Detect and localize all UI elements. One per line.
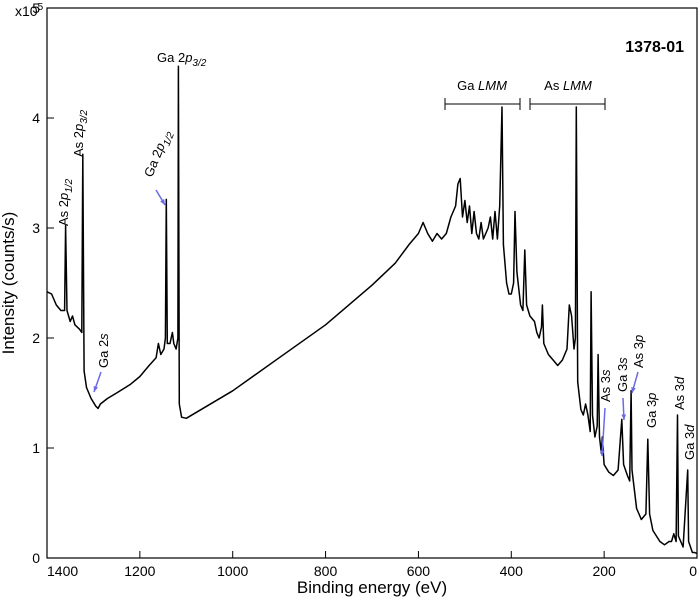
x-tick-label: 1200: [124, 563, 155, 579]
x-tick-label: 1400: [47, 563, 78, 579]
spectrum-line: [46, 65, 698, 555]
peak-label: Ga 2p1/2: [141, 127, 177, 180]
peak-label: As 3p: [631, 335, 646, 368]
peak-label-text: Ga: [457, 78, 478, 93]
peak-label-italic: d: [682, 424, 697, 432]
arrow-head: [621, 414, 627, 420]
y-tick-label: 1: [32, 440, 40, 456]
peak-label-text: As 2: [71, 131, 86, 157]
peak-label: As 3s: [598, 369, 613, 402]
peak-label: Ga 2p3/2: [157, 50, 207, 69]
peak-label: As 3d: [672, 376, 687, 410]
peak-label-italic: p: [56, 193, 71, 201]
sample-label: 1378-01: [625, 39, 684, 56]
peak-label-italic: d: [672, 376, 687, 384]
peak-label-italic: p: [71, 124, 86, 132]
x-tick-label: 600: [407, 563, 431, 579]
peak-label-text: Ga 3: [615, 364, 630, 392]
y-tick-label: 4: [32, 110, 40, 126]
peak-label: Ga 3d: [682, 424, 697, 460]
y-tick-label: 3: [32, 220, 40, 236]
arrow-head: [600, 450, 605, 456]
y-tick-label: 2: [32, 330, 40, 346]
peak-label: Ga 2s: [96, 333, 111, 368]
y-scale-text: x10: [15, 3, 38, 19]
peak-label-italic: s: [598, 369, 613, 376]
peak-label-italic: LMM: [478, 78, 507, 93]
peak-label-text: As 3: [672, 384, 687, 410]
peak-label-text: As 3: [631, 342, 646, 368]
peak-label-text: Ga 3: [644, 400, 659, 428]
arrow: [601, 407, 606, 457]
arrow-head: [160, 199, 165, 205]
x-tick-label: 0: [689, 563, 697, 579]
peak-label-italic: s: [615, 357, 630, 364]
peak-label-text: Ga 2: [157, 50, 185, 65]
y-axis-label: Intensity (counts/s): [0, 212, 18, 355]
x-tick-label: 800: [314, 563, 338, 579]
peak-label-sub: 3/2: [79, 109, 90, 123]
peak-label-italic: p: [631, 335, 646, 343]
y-scale: x105: [15, 2, 44, 19]
peak-label-italic: LMM: [563, 78, 592, 93]
peak-label-text: As: [544, 78, 563, 93]
x-tick-label: 400: [500, 563, 524, 579]
peak-label: Ga 3s: [615, 357, 630, 392]
peak-label-italic: p: [184, 50, 192, 65]
peak-label: Ga LMM: [457, 78, 507, 93]
peak-label-text: Ga 3: [682, 432, 697, 460]
peak-label: As 2p3/2: [71, 109, 90, 157]
peak-label-italic: p: [644, 393, 659, 401]
peak-label-sub: 1/2: [162, 130, 178, 147]
y-scale-exp: 5: [38, 2, 44, 13]
arrow-head: [93, 386, 99, 392]
peak-label-text: As 2: [56, 200, 71, 226]
peak-label-text: As 3: [598, 376, 613, 402]
peak-label-sub: 1/2: [64, 178, 75, 192]
brackets: [444, 98, 606, 110]
y-tick-label: 5: [32, 0, 40, 16]
arrow-head: [631, 387, 636, 393]
peak-label: As 2p1/2: [56, 178, 75, 226]
y-tick-label: 0: [32, 550, 40, 566]
peak-label: Ga 3p: [644, 393, 659, 428]
peak-label-italic: s: [96, 333, 111, 340]
peak-label-sub: 3/2: [192, 58, 206, 69]
x-tick-label: 1000: [217, 563, 248, 579]
peak-label: As LMM: [544, 78, 592, 93]
peak-label-text: Ga 2: [96, 340, 111, 368]
plot-frame: [46, 7, 698, 559]
x-axis-label: Binding energy (eV): [297, 578, 447, 597]
x-tick-label: 200: [592, 563, 616, 579]
